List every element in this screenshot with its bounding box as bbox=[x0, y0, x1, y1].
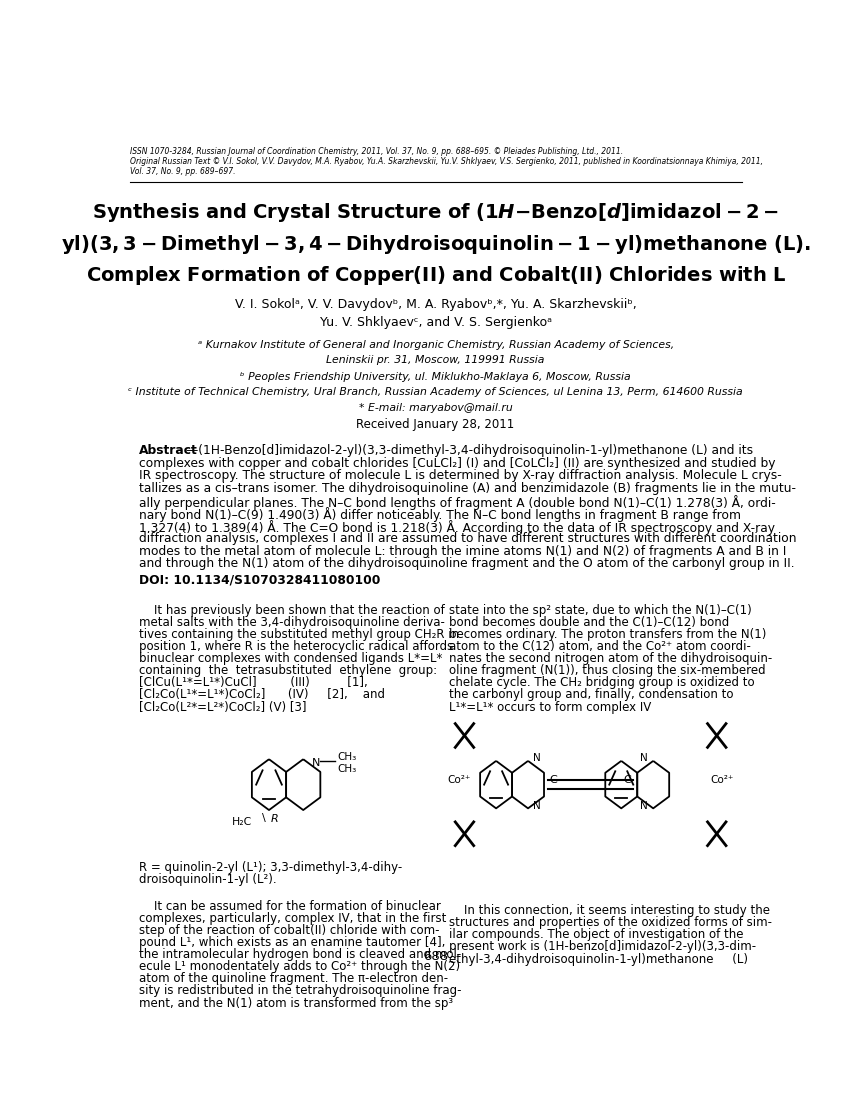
Text: N: N bbox=[640, 754, 648, 763]
Text: complexes, particularly, complex IV, that in the first: complexes, particularly, complex IV, tha… bbox=[139, 912, 446, 925]
Text: 1.327(4) to 1.389(4) Å. The C=O bond is 1.218(3) Å. According to the data of IR : 1.327(4) to 1.389(4) Å. The C=O bond is … bbox=[139, 519, 775, 535]
Text: [ClCu(L¹*=L¹*)CuCl]         (III)          [1],: [ClCu(L¹*=L¹*)CuCl] (III) [1], bbox=[139, 676, 367, 690]
Text: Vol. 37, No. 9, pp. 689–697.: Vol. 37, No. 9, pp. 689–697. bbox=[129, 167, 235, 176]
Text: ISSN 1070-3284, Russian Journal of Coordination Chemistry, 2011, Vol. 37, No. 9,: ISSN 1070-3284, Russian Journal of Coord… bbox=[129, 147, 622, 156]
Text: 688: 688 bbox=[423, 949, 448, 962]
Text: atom of the quinoline fragment. The π-electron den-: atom of the quinoline fragment. The π-el… bbox=[139, 972, 448, 986]
Text: binuclear complexes with condensed ligands L*=L*: binuclear complexes with condensed ligan… bbox=[139, 652, 442, 666]
Text: $\bf{Synthesis\ and\ Crystal\ Structure\ of\ (1}$$\bfit{H}$$\bf{-Benzo[}$$\bfit{: $\bf{Synthesis\ and\ Crystal\ Structure\… bbox=[92, 201, 779, 224]
Text: present work is (1H-benzo[d]imidazol-2-yl)(3,3-dim-: present work is (1H-benzo[d]imidazol-2-y… bbox=[449, 940, 756, 954]
Text: N: N bbox=[312, 758, 320, 768]
Text: ethyl-3,4-dihydroisoquinolin-1-yl)methanone     (L): ethyl-3,4-dihydroisoquinolin-1-yl)methan… bbox=[449, 953, 748, 966]
Text: ᶜ Institute of Technical Chemistry, Ural Branch, Russian Academy of Sciences, ul: ᶜ Institute of Technical Chemistry, Ural… bbox=[128, 387, 743, 397]
Text: modes to the metal atom of molecule L: through the imine atoms N(1) and N(2) of : modes to the metal atom of molecule L: t… bbox=[139, 544, 786, 558]
Text: diffraction analysis, complexes I and II are assumed to have different structure: diffraction analysis, complexes I and II… bbox=[139, 532, 796, 546]
Text: $\bf{Complex\ Formation\ of\ Copper(II)\ and\ Cobalt(II)\ Chlorides\ with\ L}$: $\bf{Complex\ Formation\ of\ Copper(II)\… bbox=[86, 264, 785, 287]
Text: ᵇ Peoples Friendship University, ul. Miklukho-Maklaya 6, Moscow, Russia: ᵇ Peoples Friendship University, ul. Mik… bbox=[241, 372, 631, 382]
Text: Received January 28, 2011: Received January 28, 2011 bbox=[356, 418, 515, 431]
Text: metal salts with the 3,4-dihydroisoquinoline deriva-: metal salts with the 3,4-dihydroisoquino… bbox=[139, 616, 445, 629]
Text: V. I. Sokolᵃ, V. V. Davydovᵇ, M. A. Ryabovᵇ,*, Yu. A. Skarzhevskiiᵇ,: V. I. Sokolᵃ, V. V. Davydovᵇ, M. A. Ryab… bbox=[235, 298, 637, 311]
Text: [Cl₂Co(L²*=L²*)CoCl₂] (V) [3]: [Cl₂Co(L²*=L²*)CoCl₂] (V) [3] bbox=[139, 701, 306, 714]
Text: ally perpendicular planes. The N–C bond lengths of fragment A (double bond N(1)–: ally perpendicular planes. The N–C bond … bbox=[139, 495, 775, 509]
Text: droisoquinolin-1-yl (L²).: droisoquinolin-1-yl (L²). bbox=[139, 873, 276, 886]
Text: Abstract: Abstract bbox=[139, 444, 197, 458]
Text: CH₃: CH₃ bbox=[337, 764, 356, 774]
Text: It has previously been shown that the reaction of: It has previously been shown that the re… bbox=[139, 604, 445, 617]
Text: ment, and the N(1) atom is transformed from the sp³: ment, and the N(1) atom is transformed f… bbox=[139, 997, 453, 1010]
Text: structures and properties of the oxidized forms of sim-: structures and properties of the oxidize… bbox=[449, 916, 772, 930]
Text: oline fragment (N(1)), thus closing the six-membered: oline fragment (N(1)), thus closing the … bbox=[449, 664, 765, 678]
Text: chelate cycle. The CH₂ bridging group is oxidized to: chelate cycle. The CH₂ bridging group is… bbox=[449, 676, 755, 690]
Text: position 1, where R is the heterocyclic radical affords: position 1, where R is the heterocyclic … bbox=[139, 640, 453, 653]
Text: tives containing the substituted methyl group CH₂R in: tives containing the substituted methyl … bbox=[139, 628, 459, 641]
Text: In this connection, it seems interesting to study the: In this connection, it seems interesting… bbox=[449, 904, 770, 917]
Text: It can be assumed for the formation of binuclear: It can be assumed for the formation of b… bbox=[139, 900, 440, 913]
Text: and through the N(1) atom of the dihydroisoquinoline fragment and the O atom of : and through the N(1) atom of the dihydro… bbox=[139, 558, 795, 570]
Text: the carbonyl group and, finally, condensation to: the carbonyl group and, finally, condens… bbox=[449, 689, 734, 702]
Text: bond becomes double and the C(1)–C(12) bond: bond becomes double and the C(1)–C(12) b… bbox=[449, 616, 729, 629]
Text: sity is redistributed in the tetrahydroisoquinoline frag-: sity is redistributed in the tetrahydroi… bbox=[139, 984, 462, 998]
Text: $\bf{yl)(3,3-Dimethyl-3,4-Dihydroisoquinolin-1-yl)methanone\ (L).}$: $\bf{yl)(3,3-Dimethyl-3,4-Dihydroisoquin… bbox=[60, 232, 811, 255]
Text: DOI: 10.1134/S1070328411080100: DOI: 10.1134/S1070328411080100 bbox=[139, 573, 380, 586]
Text: nary bond N(1)–C(9) 1.490(3) Å) differ noticeably. The N–C bond lengths in fragm: nary bond N(1)–C(9) 1.490(3) Å) differ n… bbox=[139, 507, 741, 522]
Text: R: R bbox=[271, 814, 279, 824]
Text: Original Russian Text © V.I. Sokol, V.V. Davydov, M.A. Ryabov, Yu.A. Skarzhevski: Original Russian Text © V.I. Sokol, V.V.… bbox=[129, 157, 762, 166]
Text: step of the reaction of cobalt(II) chloride with com-: step of the reaction of cobalt(II) chlor… bbox=[139, 924, 439, 937]
Text: complexes with copper and cobalt chlorides [CuLCl₂] (I) and [CoLCl₂] (II) are sy: complexes with copper and cobalt chlorid… bbox=[139, 456, 775, 470]
Text: H₂C: H₂C bbox=[232, 817, 252, 827]
Text: N: N bbox=[534, 801, 541, 811]
Text: ᵃ Kurnakov Institute of General and Inorganic Chemistry, Russian Academy of Scie: ᵃ Kurnakov Institute of General and Inor… bbox=[197, 340, 674, 350]
Text: R = quinolin-2-yl (L¹); 3,3-dimethyl-3,4-dihy-: R = quinolin-2-yl (L¹); 3,3-dimethyl-3,4… bbox=[139, 861, 402, 873]
Text: C: C bbox=[624, 776, 632, 785]
Text: IR spectroscopy. The structure of molecule L is determined by X-ray diffraction : IR spectroscopy. The structure of molecu… bbox=[139, 470, 781, 483]
Text: ilar compounds. The object of investigation of the: ilar compounds. The object of investigat… bbox=[449, 928, 743, 942]
Text: Co²⁺: Co²⁺ bbox=[448, 774, 471, 784]
Text: * E-mail: maryabov@mail.ru: * E-mail: maryabov@mail.ru bbox=[359, 403, 513, 412]
Text: —(1H-Benzo[d]imidazol-2-yl)(3,3-dimethyl-3,4-dihydroisoquinolin-1-yl)methanone (: —(1H-Benzo[d]imidazol-2-yl)(3,3-dimethyl… bbox=[186, 444, 753, 458]
Text: N: N bbox=[534, 754, 541, 763]
Text: ecule L¹ monodentately adds to Co²⁺ through the N(2): ecule L¹ monodentately adds to Co²⁺ thro… bbox=[139, 960, 460, 974]
Text: \: \ bbox=[263, 813, 266, 823]
Text: Yu. V. Shklyaevᶜ, and V. S. Sergienkoᵃ: Yu. V. Shklyaevᶜ, and V. S. Sergienkoᵃ bbox=[320, 316, 552, 329]
Text: L¹*=L¹* occurs to form complex IV: L¹*=L¹* occurs to form complex IV bbox=[449, 701, 651, 714]
Text: becomes ordinary. The proton transfers from the N(1): becomes ordinary. The proton transfers f… bbox=[449, 628, 766, 641]
Text: nates the second nitrogen atom of the dihydroisoquin-: nates the second nitrogen atom of the di… bbox=[449, 652, 772, 666]
Text: the intramolecular hydrogen bond is cleaved and mol-: the intramolecular hydrogen bond is clea… bbox=[139, 948, 461, 961]
Text: tallizes as a cis–trans isomer. The dihydroisoquinoline (A) and benzimidazole (B: tallizes as a cis–trans isomer. The dihy… bbox=[139, 482, 796, 495]
Text: C: C bbox=[550, 776, 558, 785]
Text: pound L¹, which exists as an enamine tautomer [4],: pound L¹, which exists as an enamine tau… bbox=[139, 936, 445, 949]
Text: state into the sp² state, due to which the N(1)–C(1): state into the sp² state, due to which t… bbox=[449, 604, 751, 617]
Text: Co²⁺: Co²⁺ bbox=[711, 774, 734, 784]
Text: N: N bbox=[640, 801, 648, 811]
Text: CH₃: CH₃ bbox=[337, 751, 356, 761]
Text: Leninskii pr. 31, Moscow, 119991 Russia: Leninskii pr. 31, Moscow, 119991 Russia bbox=[326, 355, 545, 365]
Text: [Cl₂Co(L¹*=L¹*)CoCl₂]      (IV)     [2],    and: [Cl₂Co(L¹*=L¹*)CoCl₂] (IV) [2], and bbox=[139, 689, 385, 702]
Text: containing  the  tetrasubstituted  ethylene  group:: containing the tetrasubstituted ethylene… bbox=[139, 664, 437, 678]
Text: atom to the C(12) atom, and the Co²⁺ atom coordi-: atom to the C(12) atom, and the Co²⁺ ato… bbox=[449, 640, 751, 653]
